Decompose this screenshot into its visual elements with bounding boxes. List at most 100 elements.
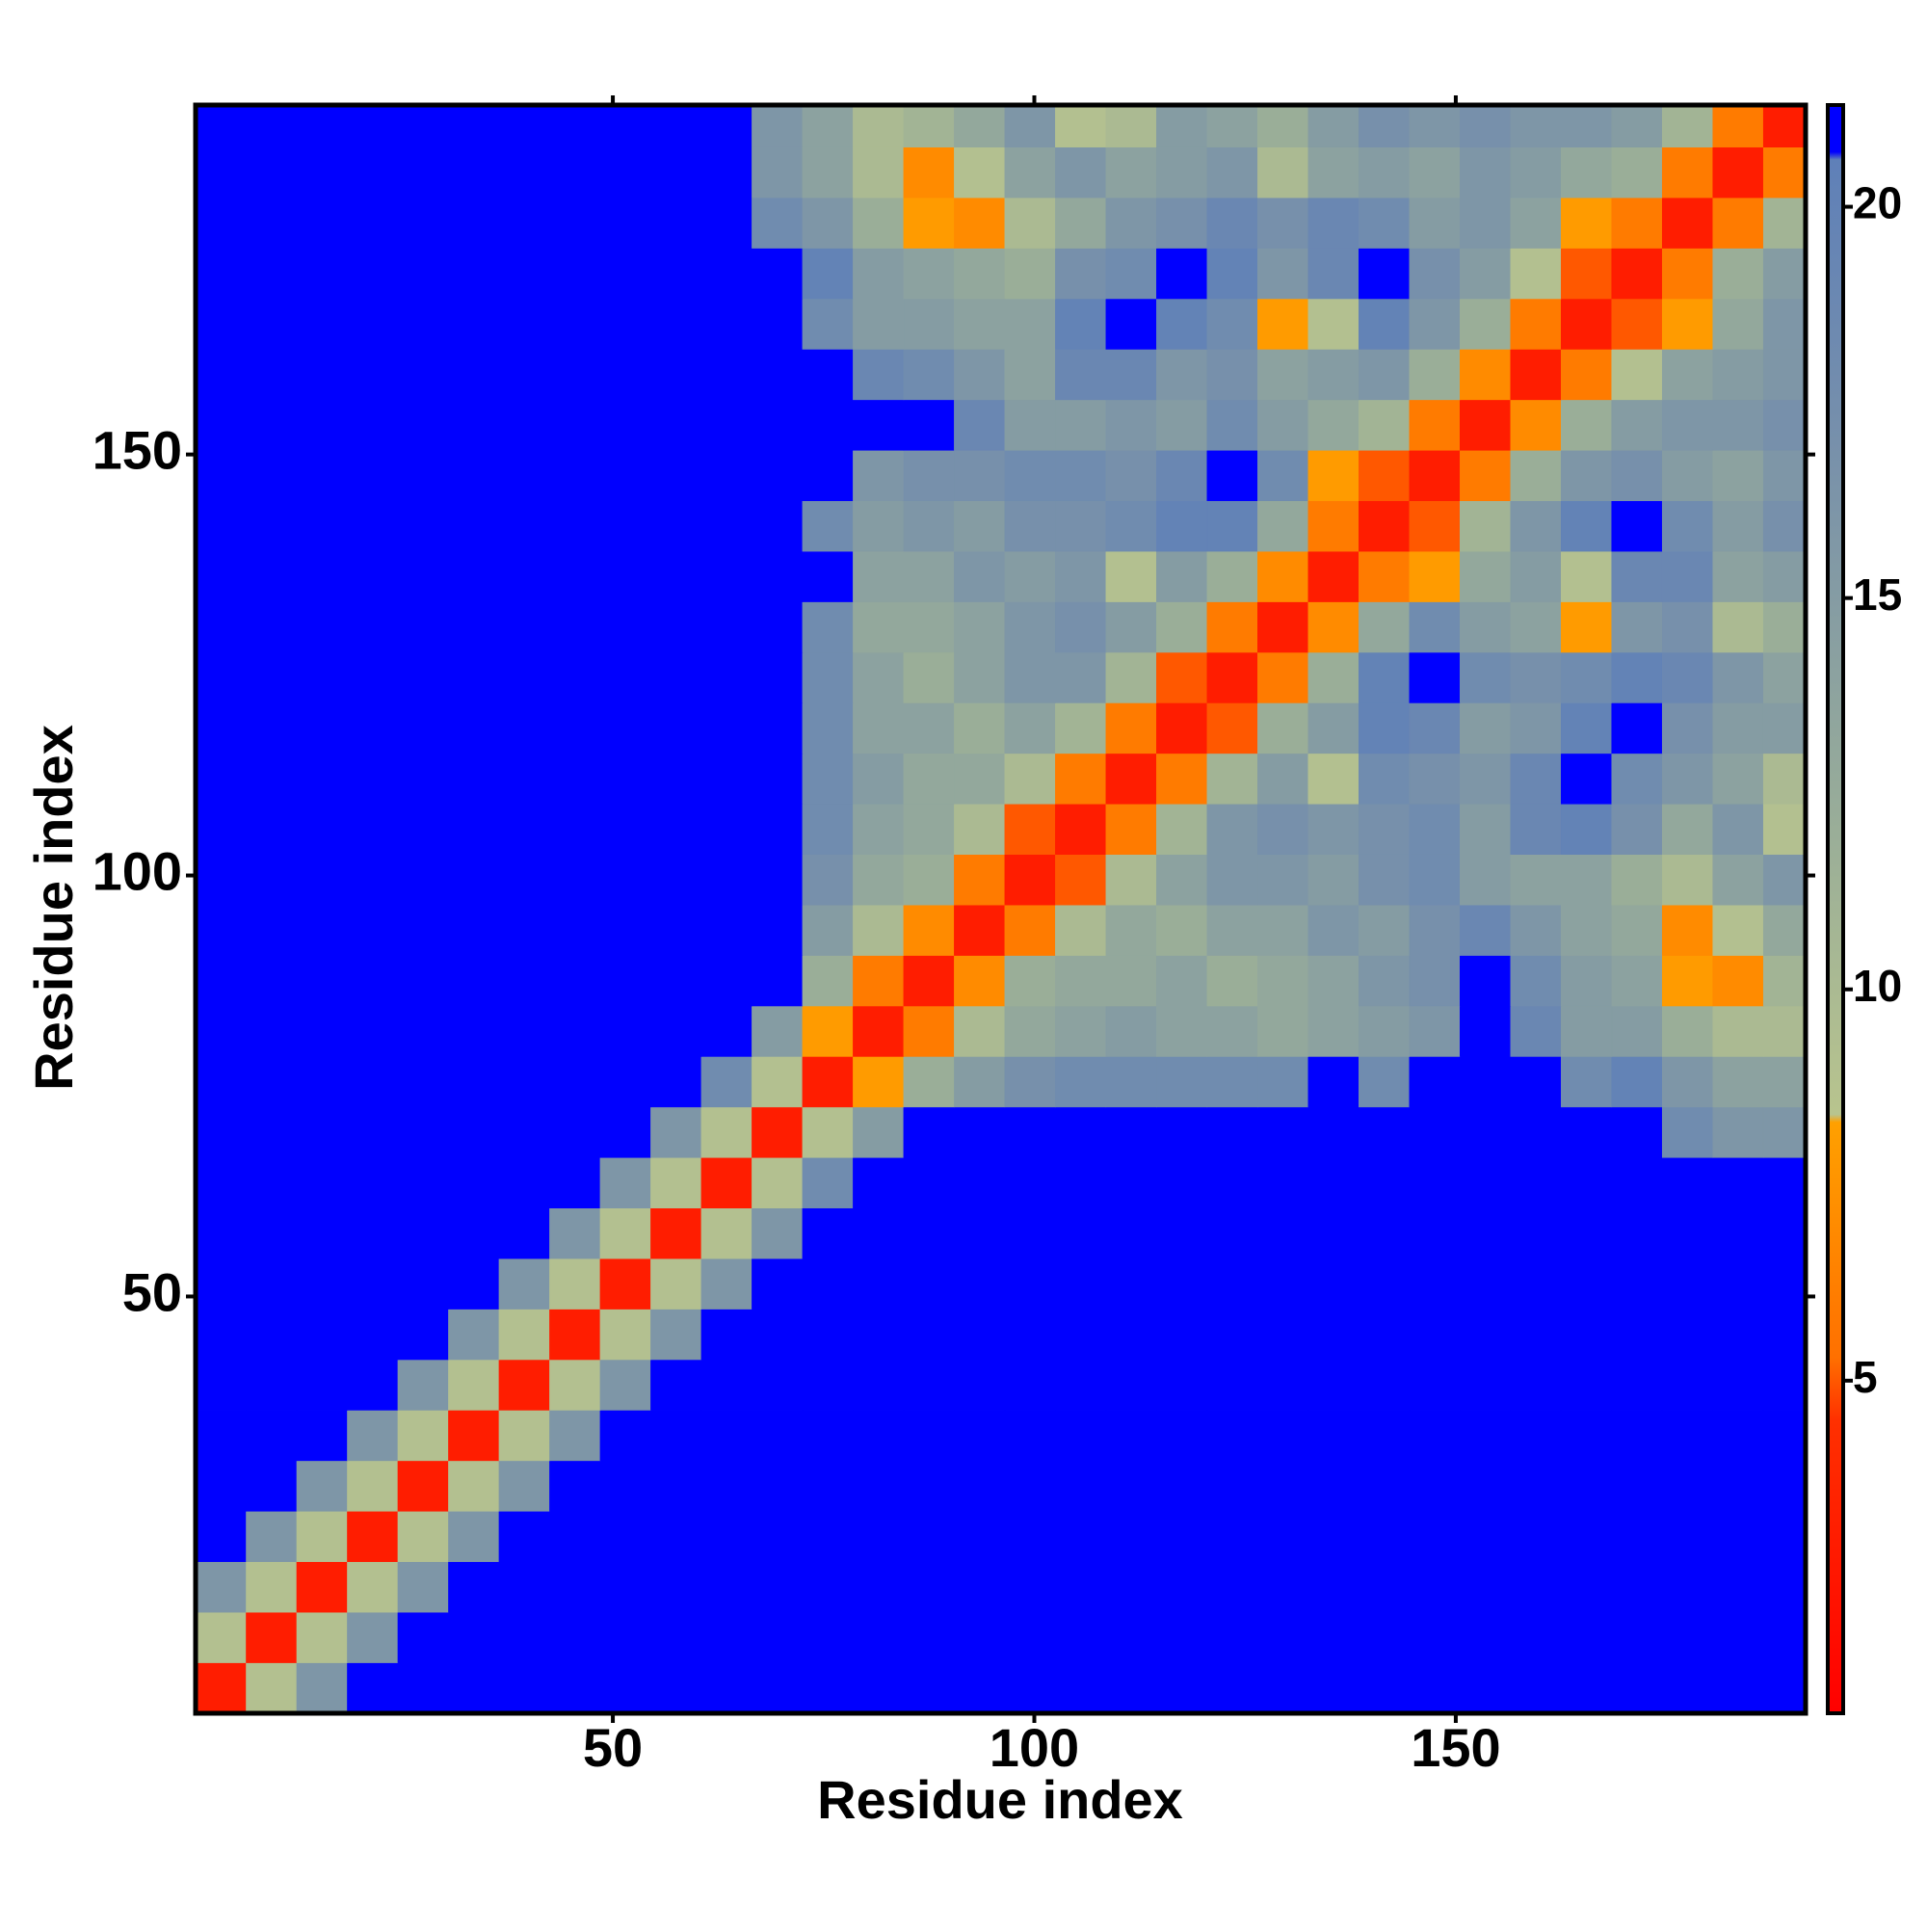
heatmap-cell xyxy=(1055,500,1107,552)
heatmap-cell xyxy=(700,753,752,805)
heatmap-cell xyxy=(752,104,804,147)
heatmap-cell xyxy=(1206,1156,1258,1209)
heatmap-cell xyxy=(1105,500,1157,552)
heatmap-cell xyxy=(1712,550,1764,602)
heatmap-cell xyxy=(1206,601,1258,653)
heatmap-cell xyxy=(599,1056,651,1108)
heatmap-cell xyxy=(1661,1005,1714,1057)
heatmap-cell xyxy=(1712,753,1764,805)
heatmap-cell xyxy=(802,1207,854,1259)
heatmap-cell xyxy=(903,753,955,805)
heatmap-cell xyxy=(1460,1410,1512,1462)
heatmap-cell xyxy=(1055,1056,1107,1108)
heatmap-cell xyxy=(195,146,247,198)
heatmap-cell xyxy=(802,955,854,1007)
heatmap-cell xyxy=(1307,1257,1359,1310)
heatmap-cell xyxy=(802,904,854,956)
heatmap-cell xyxy=(1004,1410,1056,1462)
heatmap-cell xyxy=(903,803,955,856)
heatmap-cell xyxy=(1762,955,1807,1007)
heatmap-cell xyxy=(599,904,651,956)
heatmap-cell xyxy=(1307,955,1359,1007)
heatmap-cell xyxy=(397,349,449,401)
heatmap-cell xyxy=(1409,753,1461,805)
heatmap-cell xyxy=(1257,1510,1309,1563)
heatmap-cell xyxy=(246,1662,298,1714)
heatmap-cell xyxy=(549,1359,601,1411)
heatmap-cell xyxy=(195,601,247,653)
heatmap-cell xyxy=(448,753,500,805)
heatmap-cell xyxy=(1560,146,1613,198)
heatmap-cell xyxy=(802,1359,854,1411)
heatmap-cell xyxy=(599,803,651,856)
heatmap-cell xyxy=(1307,1156,1359,1209)
heatmap-cell xyxy=(296,1056,348,1108)
heatmap-cell xyxy=(1762,1257,1807,1310)
heatmap-cell xyxy=(1661,349,1714,401)
heatmap-cell xyxy=(195,1510,247,1563)
heatmap-cell xyxy=(397,1156,449,1209)
heatmap-cell xyxy=(1661,146,1714,198)
heatmap-cell xyxy=(549,601,601,653)
heatmap-cell xyxy=(1359,146,1411,198)
heatmap-cell xyxy=(599,955,651,1007)
heatmap-cell xyxy=(1055,104,1107,147)
heatmap-cell xyxy=(1712,1460,1764,1512)
heatmap-cell xyxy=(1460,1561,1512,1613)
heatmap-cell xyxy=(1105,1207,1157,1259)
heatmap-cell xyxy=(752,197,804,249)
heatmap-cell xyxy=(296,1005,348,1057)
heatmap-cell xyxy=(1004,399,1056,451)
heatmap-cell xyxy=(448,955,500,1007)
heatmap-cell xyxy=(1257,1156,1309,1209)
heatmap-cell xyxy=(195,904,247,956)
heatmap-cell xyxy=(549,1611,601,1663)
heatmap-cell xyxy=(195,955,247,1007)
heatmap-cell xyxy=(1359,1257,1411,1310)
heatmap-cell xyxy=(347,1106,399,1158)
heatmap-cell xyxy=(1560,1359,1613,1411)
heatmap-cell xyxy=(1762,1410,1807,1462)
heatmap-cell xyxy=(296,1510,348,1563)
heatmap-cell xyxy=(1055,1005,1107,1057)
heatmap-cell xyxy=(954,298,1006,350)
heatmap-cell xyxy=(1105,1410,1157,1462)
heatmap-cell xyxy=(1307,197,1359,249)
heatmap-cell xyxy=(1409,904,1461,956)
heatmap-cell xyxy=(903,1410,955,1462)
heatmap-cell xyxy=(246,500,298,552)
heatmap-cell xyxy=(1004,1359,1056,1411)
heatmap-cell xyxy=(599,197,651,249)
heatmap-cell xyxy=(397,298,449,350)
heatmap-cell xyxy=(1004,601,1056,653)
heatmap-cell xyxy=(1156,1207,1208,1259)
heatmap-cell xyxy=(650,803,702,856)
heatmap-cell xyxy=(853,1359,905,1411)
heatmap-cell xyxy=(954,753,1006,805)
heatmap-cell xyxy=(599,449,651,501)
heatmap-cell xyxy=(1460,298,1512,350)
heatmap-cell xyxy=(296,1611,348,1663)
heatmap-cell xyxy=(1307,1410,1359,1462)
heatmap-cell xyxy=(498,1207,550,1259)
heatmap-cell xyxy=(650,550,702,602)
heatmap-cell xyxy=(1105,1156,1157,1209)
heatmap-cell xyxy=(1105,651,1157,703)
heatmap-cell xyxy=(853,349,905,401)
heatmap-cell xyxy=(549,1207,601,1259)
heatmap-cell xyxy=(700,197,752,249)
heatmap-cell xyxy=(195,1156,247,1209)
heatmap-cell xyxy=(347,1359,399,1411)
heatmap-cell xyxy=(296,1156,348,1209)
heatmap-cell xyxy=(650,1309,702,1361)
heatmap-cell xyxy=(347,1460,399,1512)
heatmap-cell xyxy=(903,1561,955,1613)
heatmap-cell xyxy=(347,1257,399,1310)
heatmap-cell xyxy=(195,500,247,552)
heatmap-cell xyxy=(1611,1410,1663,1462)
heatmap-cell xyxy=(1762,601,1807,653)
heatmap-cell xyxy=(1257,702,1309,754)
heatmap-cell xyxy=(752,146,804,198)
heatmap-cell xyxy=(700,449,752,501)
heatmap-cell xyxy=(397,550,449,602)
